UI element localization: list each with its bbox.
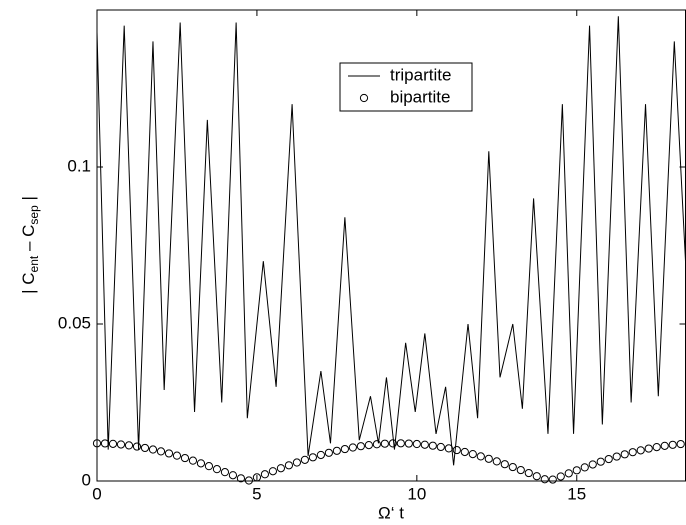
data-point	[260, 470, 270, 479]
y-label-sub: sep	[27, 205, 41, 225]
data-point	[516, 465, 525, 475]
data-point	[548, 475, 557, 484]
data-point	[100, 439, 110, 448]
data-point	[212, 465, 222, 474]
data-point	[436, 442, 445, 452]
data-point	[668, 440, 677, 449]
data-point	[356, 442, 365, 451]
data-point	[476, 452, 485, 461]
data-point	[156, 447, 166, 456]
y-tick-label: 0.05	[58, 313, 91, 332]
data-point	[564, 469, 573, 478]
data-point	[92, 439, 102, 448]
data-point	[364, 441, 373, 450]
data-point	[612, 452, 621, 461]
data-point	[188, 456, 198, 465]
data-point	[572, 466, 581, 475]
data-point	[252, 473, 262, 482]
y-label-part: |	[19, 196, 38, 205]
tripartite-line	[96, 16, 686, 466]
data-point	[340, 444, 349, 454]
data-point	[604, 454, 613, 464]
data-point	[180, 453, 190, 463]
x-axis-label: Ω‘ t	[378, 503, 404, 522]
data-point	[508, 462, 517, 472]
legend-box	[339, 62, 473, 112]
data-point	[268, 467, 278, 476]
legend-label: tripartite	[390, 65, 451, 84]
data-point	[644, 444, 653, 453]
data-point	[420, 440, 429, 449]
data-point	[244, 476, 254, 485]
data-point	[628, 448, 637, 457]
data-point	[396, 439, 405, 448]
data-point	[580, 463, 589, 472]
data-point	[284, 461, 294, 470]
data-point	[444, 444, 453, 453]
data-point	[292, 458, 301, 467]
legend-label: bipartite	[390, 87, 450, 106]
y-label-part: – C	[19, 225, 38, 256]
data-point	[484, 454, 493, 463]
data-point	[164, 449, 174, 458]
data-point	[588, 460, 597, 469]
data-point	[388, 439, 397, 448]
data-point	[220, 468, 230, 477]
data-point	[596, 457, 605, 466]
data-point	[532, 472, 541, 481]
data-point	[300, 455, 309, 464]
data-point	[132, 442, 142, 451]
data-point	[124, 441, 134, 450]
y-label-sub: ent	[27, 255, 41, 272]
data-point	[140, 443, 150, 453]
data-point	[636, 446, 645, 455]
data-point	[428, 441, 437, 450]
y-axis-label: | Cent – Csep |	[19, 196, 41, 294]
data-point	[324, 448, 333, 457]
x-tick-label: 5	[252, 484, 261, 503]
data-point	[348, 443, 357, 452]
data-point	[316, 450, 325, 460]
data-point	[172, 451, 182, 460]
data-point	[116, 440, 126, 449]
data-point	[308, 453, 317, 462]
data-point	[412, 439, 421, 449]
x-tick-label: 0	[92, 484, 101, 503]
data-point	[452, 445, 461, 455]
data-point	[236, 474, 246, 483]
data-point	[276, 464, 286, 473]
data-point	[204, 462, 214, 471]
data-point	[196, 459, 206, 468]
data-point	[492, 457, 501, 466]
data-point	[468, 449, 477, 459]
data-point	[404, 439, 413, 448]
y-label-part: | C	[19, 272, 38, 293]
x-tick-label: 15	[567, 484, 586, 503]
data-point	[148, 445, 158, 454]
y-tick-label: 0.1	[67, 156, 91, 175]
data-point	[676, 439, 685, 449]
data-point	[460, 447, 469, 457]
data-point	[228, 471, 238, 480]
data-point	[380, 439, 389, 448]
data-point	[652, 442, 661, 452]
data-point	[660, 441, 669, 450]
data-point	[540, 475, 549, 484]
data-point	[556, 472, 565, 481]
x-tick-label: 10	[407, 484, 426, 503]
data-point	[332, 446, 341, 455]
data-point	[108, 439, 118, 448]
y-tick-label: 0	[82, 470, 91, 489]
data-point	[500, 460, 509, 469]
data-point	[372, 440, 381, 449]
data-point	[524, 468, 533, 478]
data-point	[620, 450, 629, 459]
legend-marker	[359, 93, 369, 103]
